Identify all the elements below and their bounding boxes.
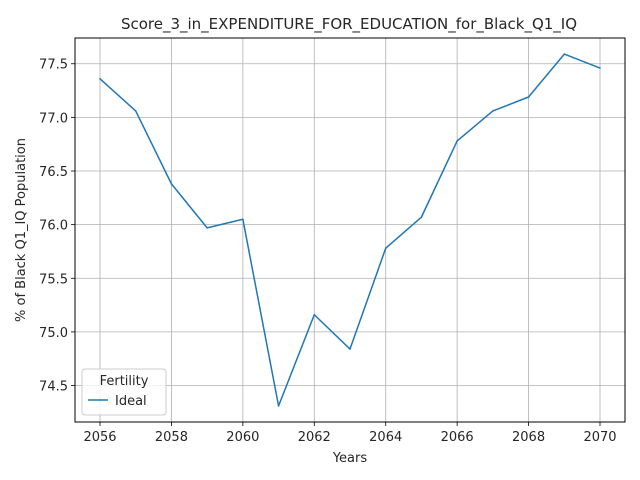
data-point — [313, 313, 316, 316]
y-tick-label: 76.5 — [39, 165, 68, 180]
series-lines — [99, 53, 601, 407]
data-point — [456, 140, 458, 142]
legend-box — [81, 368, 167, 416]
data-point — [420, 216, 423, 218]
legend-title: Fertility — [100, 374, 149, 389]
y-tick-label: 77.0 — [39, 111, 68, 126]
x-tick-label: 2068 — [512, 430, 545, 445]
data-point — [492, 110, 494, 112]
data-point — [206, 227, 208, 229]
x-tick-label: 2070 — [583, 430, 616, 445]
y-tick-label: 74.5 — [39, 380, 68, 395]
x-tick-label: 2060 — [226, 430, 259, 445]
y-axis-ticks: 74.5 75.0 75.5 76.0 76.5 77.0 77.5 — [39, 58, 75, 395]
plot-frame — [74, 37, 626, 423]
x-tick-label: 2056 — [83, 430, 116, 445]
x-tick-label: 2066 — [441, 430, 474, 445]
grid — [75, 38, 625, 422]
legend-label-ideal: Ideal — [115, 394, 147, 409]
x-axis-ticks: 2056 2058 2060 2062 2064 2066 2068 2070 — [83, 422, 617, 445]
legend: Fertility Ideal — [81, 368, 167, 416]
data-point — [170, 183, 173, 185]
data-point — [349, 348, 351, 350]
data-point — [563, 53, 566, 55]
y-tick-label: 76.0 — [39, 219, 68, 234]
chart-title: Score_3_in_EXPENDITURE_FOR_EDUCATION_for… — [121, 15, 577, 34]
data-point — [599, 67, 601, 69]
data-point — [384, 247, 387, 250]
data-point — [242, 218, 244, 221]
x-tick-label: 2062 — [298, 430, 331, 445]
y-axis-label: % of Black Q1_IQ Population — [14, 138, 29, 322]
series-line-ideal — [99, 53, 601, 407]
data-point — [277, 405, 280, 407]
x-tick-label: 2058 — [155, 430, 188, 445]
data-point — [134, 110, 137, 112]
y-tick-label: 75.0 — [39, 326, 68, 341]
x-axis-label: Years — [332, 451, 368, 466]
x-tick-label: 2064 — [369, 430, 402, 445]
data-point — [99, 77, 101, 80]
y-tick-label: 77.5 — [39, 58, 68, 73]
y-tick-label: 75.5 — [39, 272, 68, 287]
data-point — [527, 96, 530, 98]
